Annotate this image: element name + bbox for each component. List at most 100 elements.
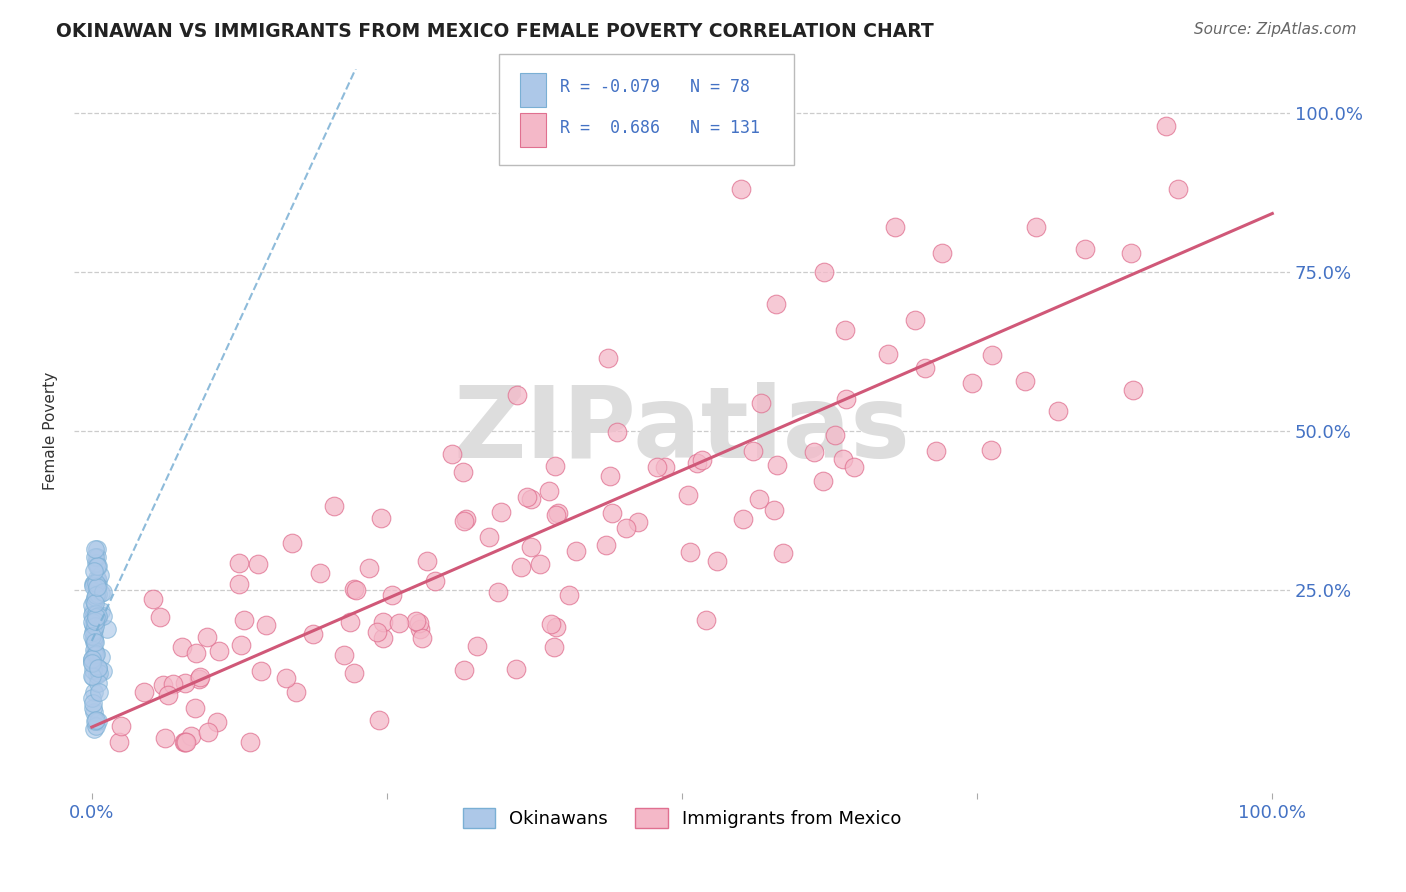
Point (883, 220, 905, 235)
Point (914, 361, 936, 376)
Point (87, 587, 110, 601)
Point (84, 714, 107, 728)
Point (803, 445, 825, 459)
Point (82, 604, 104, 618)
Point (86, 558, 108, 573)
Point (763, 503, 786, 517)
Point (1074, 242, 1097, 256)
Point (754, 137, 776, 152)
Text: ZIPatlas: ZIPatlas (454, 383, 911, 479)
Text: Source: ZipAtlas.com: Source: ZipAtlas.com (1194, 22, 1357, 37)
Point (370, 511, 392, 525)
Point (1122, 383, 1144, 397)
Point (87, 685, 110, 699)
Point (84, 615, 107, 630)
Point (82, 670, 104, 684)
Point (142, 592, 165, 607)
Point (599, 469, 621, 483)
Point (82, 617, 104, 632)
Point (408, 615, 430, 630)
Point (152, 678, 174, 692)
Point (174, 675, 197, 690)
Point (108, 735, 131, 749)
Point (678, 544, 700, 558)
Point (86, 556, 108, 570)
Point (453, 514, 475, 528)
Point (766, 458, 789, 472)
Point (564, 544, 586, 558)
Point (87, 574, 110, 588)
Point (505, 662, 527, 676)
Point (83, 624, 105, 638)
Point (82, 652, 104, 666)
Point (1167, 182, 1189, 196)
Point (233, 613, 256, 627)
Point (86, 667, 108, 681)
Point (813, 265, 835, 279)
Point (595, 538, 617, 552)
Point (82, 599, 104, 613)
Point (80, 669, 103, 683)
Point (82, 625, 104, 640)
Point (645, 459, 668, 474)
Point (162, 677, 184, 691)
Point (411, 631, 433, 645)
Point (537, 484, 560, 499)
Point (84, 614, 107, 628)
Point (156, 688, 179, 702)
Point (228, 577, 250, 591)
Point (90, 586, 112, 600)
Point (690, 453, 713, 467)
Point (86, 661, 108, 675)
Point (835, 392, 858, 407)
Point (82, 697, 104, 711)
Point (598, 351, 620, 366)
Point (91, 585, 114, 599)
Point (87, 609, 110, 624)
Point (86, 660, 108, 674)
Point (824, 428, 846, 442)
Point (80, 656, 103, 670)
Point (371, 615, 394, 629)
Point (748, 491, 770, 506)
Point (1119, 246, 1142, 260)
Point (84, 610, 107, 624)
Point (1047, 404, 1070, 418)
Point (82, 663, 104, 677)
Point (339, 615, 361, 630)
Point (80, 615, 103, 629)
Point (731, 512, 754, 526)
Point (86, 550, 108, 565)
Point (547, 506, 569, 520)
Point (343, 582, 366, 596)
Point (155, 731, 177, 746)
Point (627, 515, 650, 529)
Point (1014, 374, 1036, 388)
Point (83, 705, 105, 719)
Point (832, 451, 855, 466)
Point (441, 447, 464, 461)
Point (519, 541, 541, 555)
Point (254, 617, 277, 632)
Point (381, 588, 404, 602)
Point (685, 456, 707, 470)
Point (520, 491, 543, 506)
Point (980, 442, 1002, 457)
Point (980, 349, 1002, 363)
Point (180, 729, 202, 743)
Point (247, 557, 270, 571)
Point (602, 507, 624, 521)
Point (86, 542, 108, 557)
Point (529, 557, 551, 571)
Point (343, 666, 366, 681)
Point (765, 297, 787, 311)
Point (132, 685, 155, 699)
Point (87, 579, 110, 593)
Point (749, 395, 772, 409)
Point (925, 444, 948, 458)
Point (83, 643, 105, 657)
Point (83, 722, 105, 736)
Point (84, 607, 107, 621)
Point (1025, 220, 1047, 235)
Point (190, 670, 212, 684)
